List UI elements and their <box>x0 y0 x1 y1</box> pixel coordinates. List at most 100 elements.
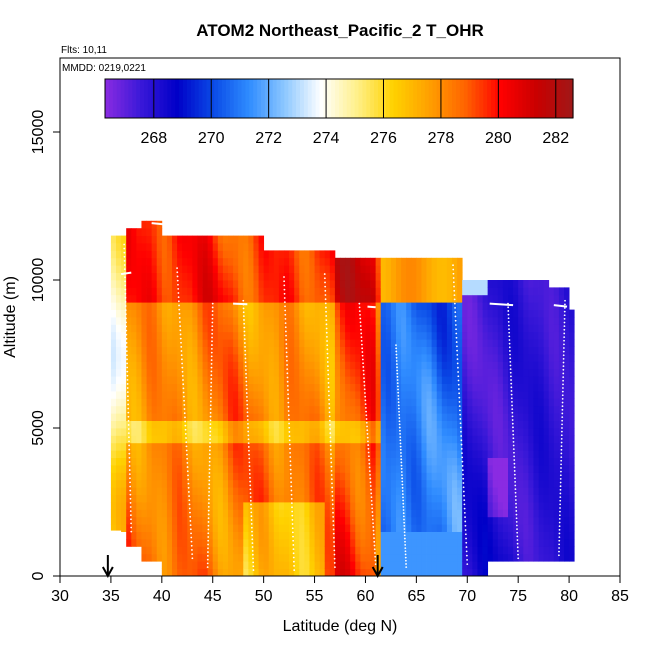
heat-cell <box>258 524 265 532</box>
flight-track-dot <box>371 503 373 506</box>
heat-cell <box>146 420 153 429</box>
heat-cell <box>385 487 392 495</box>
heat-cell <box>360 317 366 325</box>
flight-track-dot <box>126 391 129 394</box>
heat-cell <box>360 494 366 503</box>
heat-cell <box>457 568 463 577</box>
heat-cell <box>482 294 489 303</box>
flight-track-dot <box>397 401 400 404</box>
heat-cell <box>131 509 137 518</box>
heat-cell <box>401 324 407 333</box>
heat-cell <box>126 502 132 510</box>
heat-cell <box>436 346 443 355</box>
flight-track-dot <box>558 528 561 531</box>
heat-cell <box>365 339 371 347</box>
heat-cell <box>172 294 178 303</box>
heat-cell <box>197 368 203 377</box>
flight-track-dot <box>328 407 331 409</box>
heat-cell <box>441 398 448 407</box>
heat-cell <box>482 457 489 466</box>
heat-cell <box>472 368 478 377</box>
heat-cell <box>340 361 346 370</box>
heat-cell <box>238 413 244 421</box>
heat-cell <box>121 383 127 392</box>
heat-cell <box>177 450 183 458</box>
heat-cell <box>334 450 341 458</box>
heat-cell <box>222 294 229 303</box>
heat-cell <box>222 317 229 325</box>
heat-cell <box>416 339 422 347</box>
heat-cell <box>284 516 290 525</box>
heat-cell <box>161 561 168 569</box>
heat-cell <box>268 531 275 540</box>
flight-track-dot <box>367 447 370 450</box>
heat-cell <box>340 265 346 273</box>
heat-cell <box>248 420 254 429</box>
heat-cell <box>228 428 234 436</box>
heat-cell <box>528 339 534 347</box>
heat-cell <box>375 368 382 377</box>
heat-cell <box>314 420 321 429</box>
colorbar-segment <box>417 79 422 118</box>
heat-cell <box>233 568 239 577</box>
heat-cell <box>553 487 560 495</box>
heat-cell <box>228 487 234 495</box>
flight-track-dot <box>191 549 193 551</box>
heat-cell <box>268 494 275 503</box>
flight-track-dot <box>363 388 366 391</box>
heat-cell <box>508 346 514 355</box>
flight-track-dot <box>396 369 399 372</box>
heat-cell <box>477 539 483 547</box>
heat-cell <box>380 354 387 362</box>
heat-cell <box>548 546 555 555</box>
heat-cell <box>141 220 147 229</box>
heat-cell <box>131 280 137 288</box>
flight-track-dot <box>515 502 517 505</box>
heat-cell <box>482 494 489 503</box>
flight-track-dot <box>507 310 510 312</box>
heat-cell <box>380 265 387 273</box>
colorbar-segment <box>526 79 531 118</box>
heat-cell <box>212 257 219 266</box>
heat-cell <box>243 243 249 251</box>
flight-track-dot <box>454 311 457 314</box>
heat-cell <box>360 405 366 414</box>
heat-cell <box>151 287 158 296</box>
flight-track-dot <box>206 566 209 569</box>
flight-track-dot <box>327 369 329 372</box>
flight-track-dot <box>329 432 332 435</box>
heat-cell <box>273 435 280 444</box>
heat-cell <box>528 494 534 503</box>
heat-cell <box>467 324 473 333</box>
heat-cell <box>294 457 300 466</box>
heat-cell <box>177 561 183 569</box>
heat-cell <box>508 524 514 532</box>
heat-cell <box>446 472 453 481</box>
heat-cell <box>136 346 142 355</box>
heat-cell <box>177 368 183 377</box>
heat-cell <box>263 553 270 562</box>
heat-cell <box>121 354 127 362</box>
heat-cell <box>492 302 499 310</box>
heat-cell <box>263 442 270 451</box>
heat-cell <box>513 516 519 525</box>
heat-cell <box>329 553 336 562</box>
heat-cell <box>192 479 198 488</box>
heat-cell <box>228 391 234 399</box>
heat-cell <box>436 339 443 347</box>
flight-track-dot <box>246 415 249 418</box>
heat-cell <box>421 502 427 510</box>
heat-cell <box>182 272 188 281</box>
heat-cell <box>350 383 356 392</box>
heat-cell <box>268 280 275 288</box>
flight-track-dot <box>291 506 293 509</box>
heat-cell <box>457 539 463 547</box>
flight-track-dot <box>366 433 369 435</box>
heat-cell <box>253 368 259 377</box>
heat-cell <box>319 420 326 429</box>
heat-cell <box>166 465 173 473</box>
heat-cell <box>161 243 168 251</box>
heat-cell <box>212 398 219 407</box>
heat-cell <box>151 354 158 362</box>
heat-cell <box>197 265 203 273</box>
